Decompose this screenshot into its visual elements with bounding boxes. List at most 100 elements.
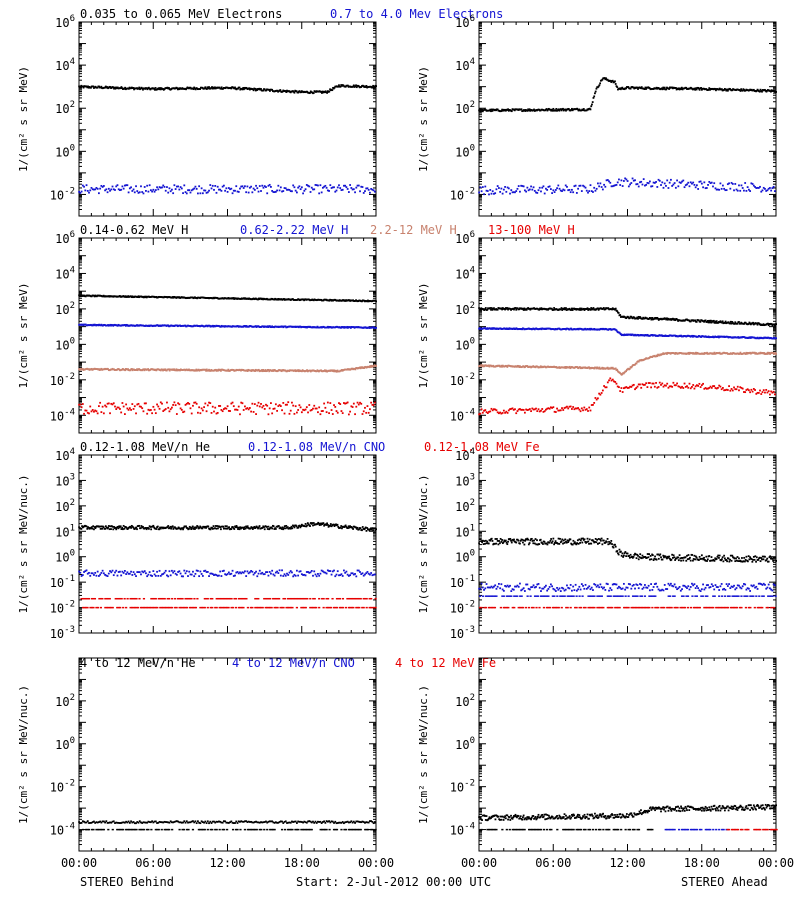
- data-point: [356, 184, 359, 187]
- y-tick-label: 10-4: [450, 407, 475, 423]
- data-point: [493, 192, 495, 195]
- data-point: [707, 88, 710, 91]
- data-point: [510, 189, 513, 192]
- data-point: [81, 403, 84, 405]
- data-point: [351, 188, 354, 191]
- data-point: [251, 191, 254, 194]
- data-point: [529, 308, 532, 311]
- data-point: [568, 365, 571, 368]
- data-point: [352, 188, 355, 191]
- data-point: [199, 412, 202, 415]
- data-point: [719, 320, 722, 323]
- data-point: [325, 369, 328, 372]
- data-point: [242, 86, 245, 89]
- data-point: [579, 307, 581, 310]
- data-point: [599, 182, 602, 185]
- data-point: [504, 109, 507, 112]
- data-point: [760, 190, 763, 193]
- data-point: [521, 185, 524, 187]
- data-point: [687, 181, 690, 184]
- data-point: [205, 410, 208, 413]
- data-point: [269, 90, 271, 92]
- data-point: [685, 86, 688, 89]
- data-point: [578, 184, 581, 187]
- data-point: [593, 95, 596, 98]
- data-point: [110, 402, 113, 405]
- data-point: [569, 191, 572, 194]
- data-point: [255, 184, 257, 187]
- data-point: [93, 410, 95, 413]
- data-point: [593, 367, 596, 370]
- data-point: [230, 187, 233, 190]
- data-point: [375, 326, 377, 329]
- data-point: [271, 88, 274, 91]
- data-point: [314, 407, 317, 410]
- data-point: [165, 369, 168, 372]
- data-point: [333, 186, 335, 189]
- data-point: [731, 89, 734, 92]
- data-point: [609, 181, 612, 184]
- data-point: [499, 411, 502, 414]
- data-point: [267, 368, 270, 371]
- data-point: [515, 412, 518, 415]
- data-point: [250, 185, 253, 188]
- data-point: [530, 410, 532, 413]
- data-point: [297, 409, 300, 411]
- data-point: [199, 192, 202, 195]
- data-point: [283, 187, 286, 189]
- data-point: [188, 189, 191, 192]
- data-point: [220, 409, 223, 411]
- data-point: [194, 401, 197, 404]
- data-point: [304, 188, 307, 191]
- data-point: [349, 184, 352, 186]
- data-point: [332, 369, 334, 372]
- data-point: [607, 307, 610, 310]
- data-point: [616, 368, 619, 371]
- data-point: [313, 188, 316, 191]
- data-point: [582, 307, 585, 310]
- data-point: [192, 404, 194, 407]
- data-point: [227, 187, 230, 189]
- data-point: [116, 86, 119, 89]
- data-point: [718, 336, 720, 339]
- series-blue: [478, 177, 776, 196]
- data-point: [224, 407, 227, 410]
- data-point: [343, 402, 345, 404]
- data-point: [739, 189, 742, 192]
- data-point: [700, 87, 703, 89]
- data-point: [751, 183, 754, 185]
- data-point: [230, 402, 233, 405]
- data-point: [154, 189, 157, 191]
- data-point: [761, 189, 764, 192]
- data-point: [195, 368, 198, 371]
- data-point: [355, 86, 358, 89]
- data-point: [563, 407, 566, 409]
- data-point: [205, 191, 208, 194]
- data-point: [354, 85, 357, 88]
- data-point: [315, 370, 318, 373]
- data-point: [147, 86, 150, 89]
- data-point: [559, 409, 562, 412]
- series-black: [78, 84, 377, 95]
- data-point: [570, 309, 573, 311]
- data-point: [345, 402, 348, 405]
- data-point: [642, 316, 645, 319]
- y-tick-label: 104: [455, 265, 475, 281]
- data-point: [367, 411, 370, 414]
- series-blue: [78, 183, 376, 195]
- data-point: [195, 187, 198, 190]
- data-point: [121, 185, 124, 188]
- data-point: [137, 402, 140, 405]
- data-point: [533, 408, 536, 411]
- data-point: [212, 86, 215, 89]
- data-point: [478, 413, 480, 416]
- data-point: [574, 407, 577, 410]
- data-point: [546, 407, 549, 410]
- data-point: [292, 404, 295, 407]
- data-point: [211, 405, 214, 408]
- data-point: [620, 372, 622, 375]
- data-point: [488, 365, 491, 368]
- data-point: [232, 297, 235, 299]
- data-point: [522, 365, 525, 368]
- data-point: [682, 179, 685, 182]
